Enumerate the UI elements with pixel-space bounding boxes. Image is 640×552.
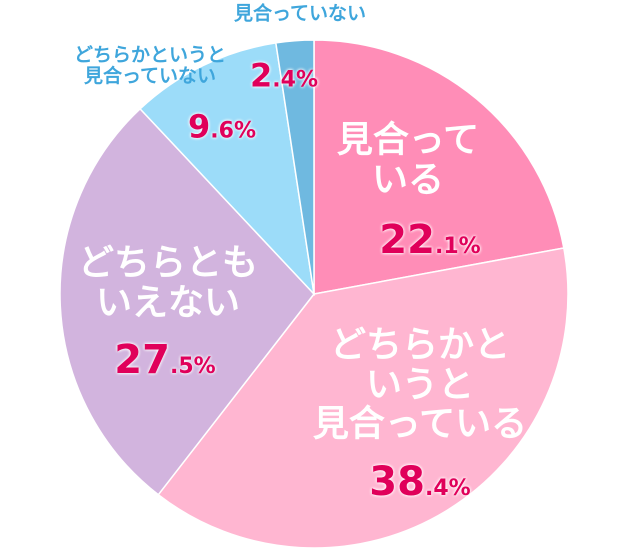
value-label: 2.4% — [250, 56, 318, 95]
category-label: どちらかと いうと 見合っている — [312, 324, 528, 445]
category-label: 見合って いる — [336, 119, 480, 200]
pie-slice — [313, 39, 565, 295]
value-label: 27.5% — [114, 337, 216, 383]
category-label: 見合っていない — [233, 2, 367, 25]
value-label: 22.1% — [379, 217, 481, 263]
value-label: 38.4% — [369, 459, 471, 505]
pie-slice — [59, 107, 315, 496]
category-label: どちらとも いえない — [77, 242, 259, 323]
pie-slice — [274, 39, 315, 295]
pie-slice — [157, 247, 569, 549]
pie-slice — [139, 42, 316, 297]
value-label: 9.6% — [188, 107, 256, 146]
category-label: どちらかというと 見合っていない — [73, 44, 227, 87]
